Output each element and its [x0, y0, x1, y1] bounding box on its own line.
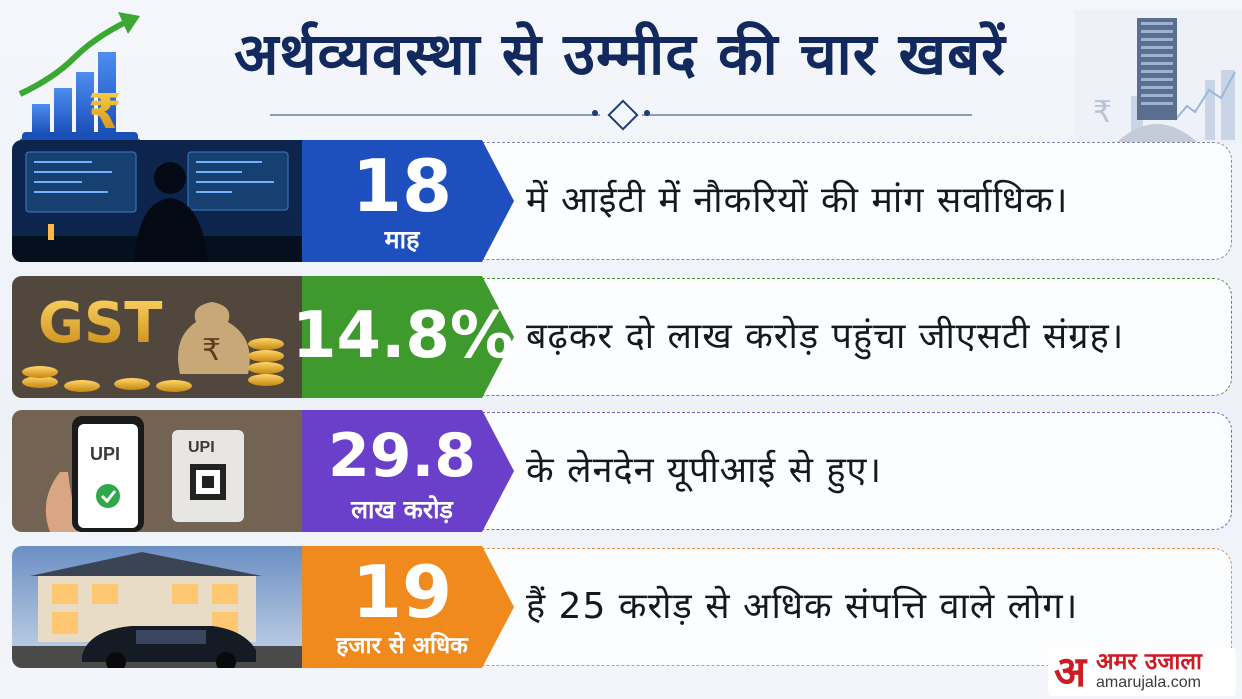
ornament-dot-right [644, 110, 650, 116]
row-description: हैं 25 करोड़ से अधिक संपत्ति वाले लोग। [526, 586, 1079, 627]
news-row-2: GST ₹ 14.8% बढ़कर दो लाख करोड़ पहुंचा जी… [12, 276, 1232, 398]
stat-unit: लाख करोड़ [351, 495, 453, 524]
row-text-box [452, 412, 1232, 530]
brand-glyph-icon: अ [1054, 647, 1087, 696]
stat-unit: हजार से अधिक [336, 633, 468, 659]
stat-number: 14.8% [292, 299, 515, 373]
stock-exchange-building-icon: ₹ [1075, 10, 1242, 145]
row-description: के लेनदेन यूपीआई से हुए। [526, 450, 883, 491]
brand-logo: अ अमर उजाला amarujala.com [1048, 648, 1236, 696]
title-rule-left [270, 114, 600, 116]
stat-unit: माह [384, 225, 420, 254]
row-text-box [452, 142, 1232, 260]
row-text-box [452, 278, 1232, 396]
news-row-3: UPI UPI 29.8 लाख करोड़ के लेनदेन यूपीआई … [12, 410, 1232, 532]
stat-chevron-blue [302, 140, 514, 262]
ornament-dot-left [592, 110, 598, 116]
stat-chevron-green [302, 276, 514, 398]
svg-text:GST: GST [38, 291, 163, 356]
brand-name: अमर उजाला [1096, 649, 1202, 675]
upi-phone-photo: UPI UPI [12, 410, 302, 532]
mansion-car-photo [12, 546, 302, 668]
stat-number: 19 [351, 550, 453, 634]
svg-text:₹: ₹ [1093, 95, 1112, 130]
svg-text:UPI: UPI [188, 439, 215, 456]
news-row-4: 19 हजार से अधिक हैं 25 करोड़ से अधिक संप… [12, 546, 1232, 668]
svg-text:₹: ₹ [202, 333, 221, 368]
gst-money-bag-photo: GST ₹ [12, 276, 302, 398]
svg-text:UPI: UPI [90, 444, 120, 464]
title-ornament-icon [607, 99, 639, 131]
stat-chevron-orange [302, 546, 514, 668]
title-rule-right [642, 114, 972, 116]
it-workstation-photo [12, 140, 302, 262]
news-row-1: 18 माह में आईटी में नौकरियों की मांग सर्… [12, 140, 1232, 262]
stat-number: 29.8 [327, 421, 477, 491]
stat-number: 18 [351, 144, 453, 228]
growth-chart-rupee-icon: ₹ [18, 12, 140, 147]
brand-url: amarujala.com [1096, 674, 1201, 691]
row-description: में आईटी में नौकरियों की मांग सर्वाधिक। [526, 180, 1069, 221]
svg-text:₹: ₹ [88, 84, 121, 140]
stat-chevron-purple [302, 410, 514, 532]
row-description: बढ़कर दो लाख करोड़ पहुंचा जीएसटी संग्रह। [526, 316, 1125, 357]
page-title: अर्थव्यवस्था से उम्मीद की चार खबरें [234, 20, 1006, 88]
